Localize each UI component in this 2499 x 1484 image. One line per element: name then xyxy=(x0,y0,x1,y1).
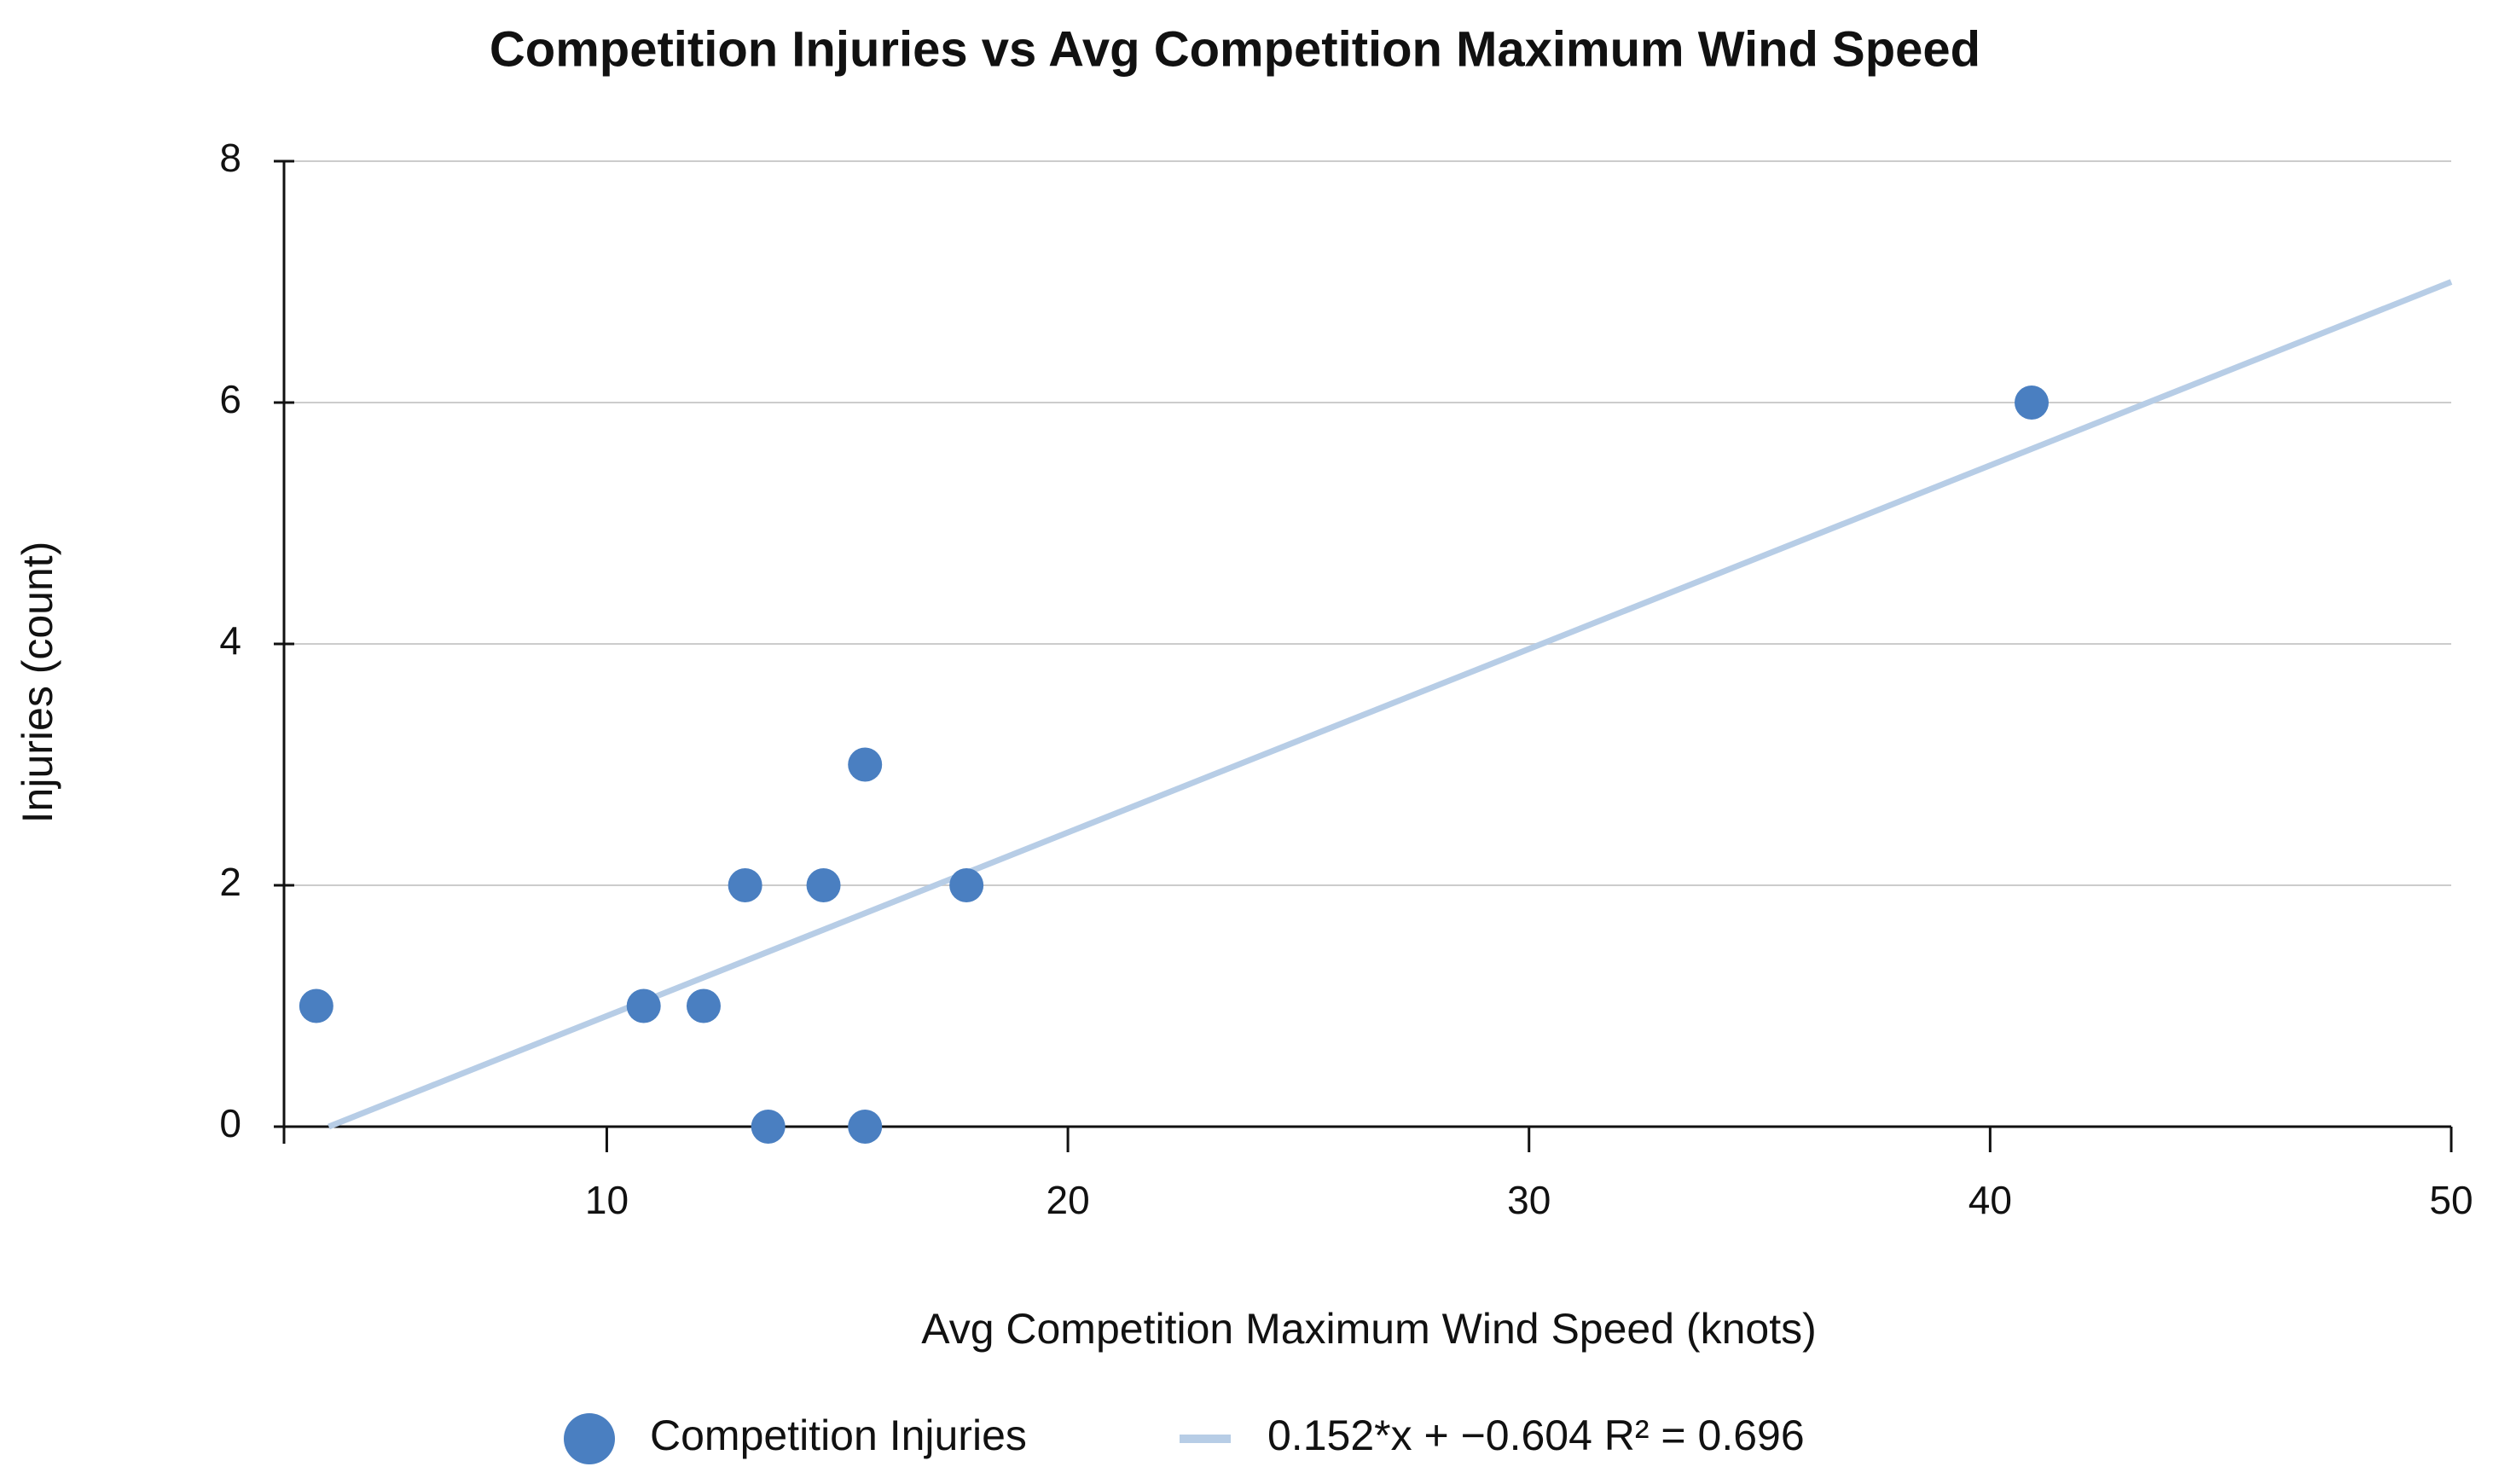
point xyxy=(686,988,721,1023)
point xyxy=(728,868,762,902)
point xyxy=(848,747,883,782)
x-tick-label: 50 xyxy=(2429,1178,2473,1222)
y-tick-label: 2 xyxy=(219,860,241,904)
legend-marker xyxy=(564,1413,615,1464)
x-tick-label: 10 xyxy=(585,1178,629,1222)
point xyxy=(299,988,333,1023)
point xyxy=(626,988,661,1023)
y-axis-label: Injuries (count) xyxy=(14,542,61,824)
x-tick-label: 20 xyxy=(1046,1178,1089,1222)
point xyxy=(751,1110,786,1144)
chart-title: Competition Injuries vs Avg Competition … xyxy=(490,21,1980,77)
point xyxy=(806,868,841,902)
trend-line xyxy=(328,279,2453,1130)
legend-label: 0.152*x + −0.604 R² = 0.696 xyxy=(1267,1412,1805,1459)
x-tick-label: 40 xyxy=(1968,1178,2012,1222)
legend-label: Competition Injuries xyxy=(650,1412,1027,1459)
point xyxy=(848,1110,883,1144)
point xyxy=(2015,385,2050,420)
y-tick-label: 8 xyxy=(219,136,241,180)
point xyxy=(949,868,984,902)
x-axis-label: Avg Competition Maximum Wind Speed (knot… xyxy=(921,1305,1817,1353)
y-tick-label: 4 xyxy=(219,618,241,663)
legend: Competition Injuries 0.152*x + −0.604 R² … xyxy=(564,1412,1805,1464)
x-tick-label: 30 xyxy=(1507,1178,1551,1222)
y-tick-label: 0 xyxy=(219,1101,241,1145)
y-tick-label: 6 xyxy=(219,377,241,421)
